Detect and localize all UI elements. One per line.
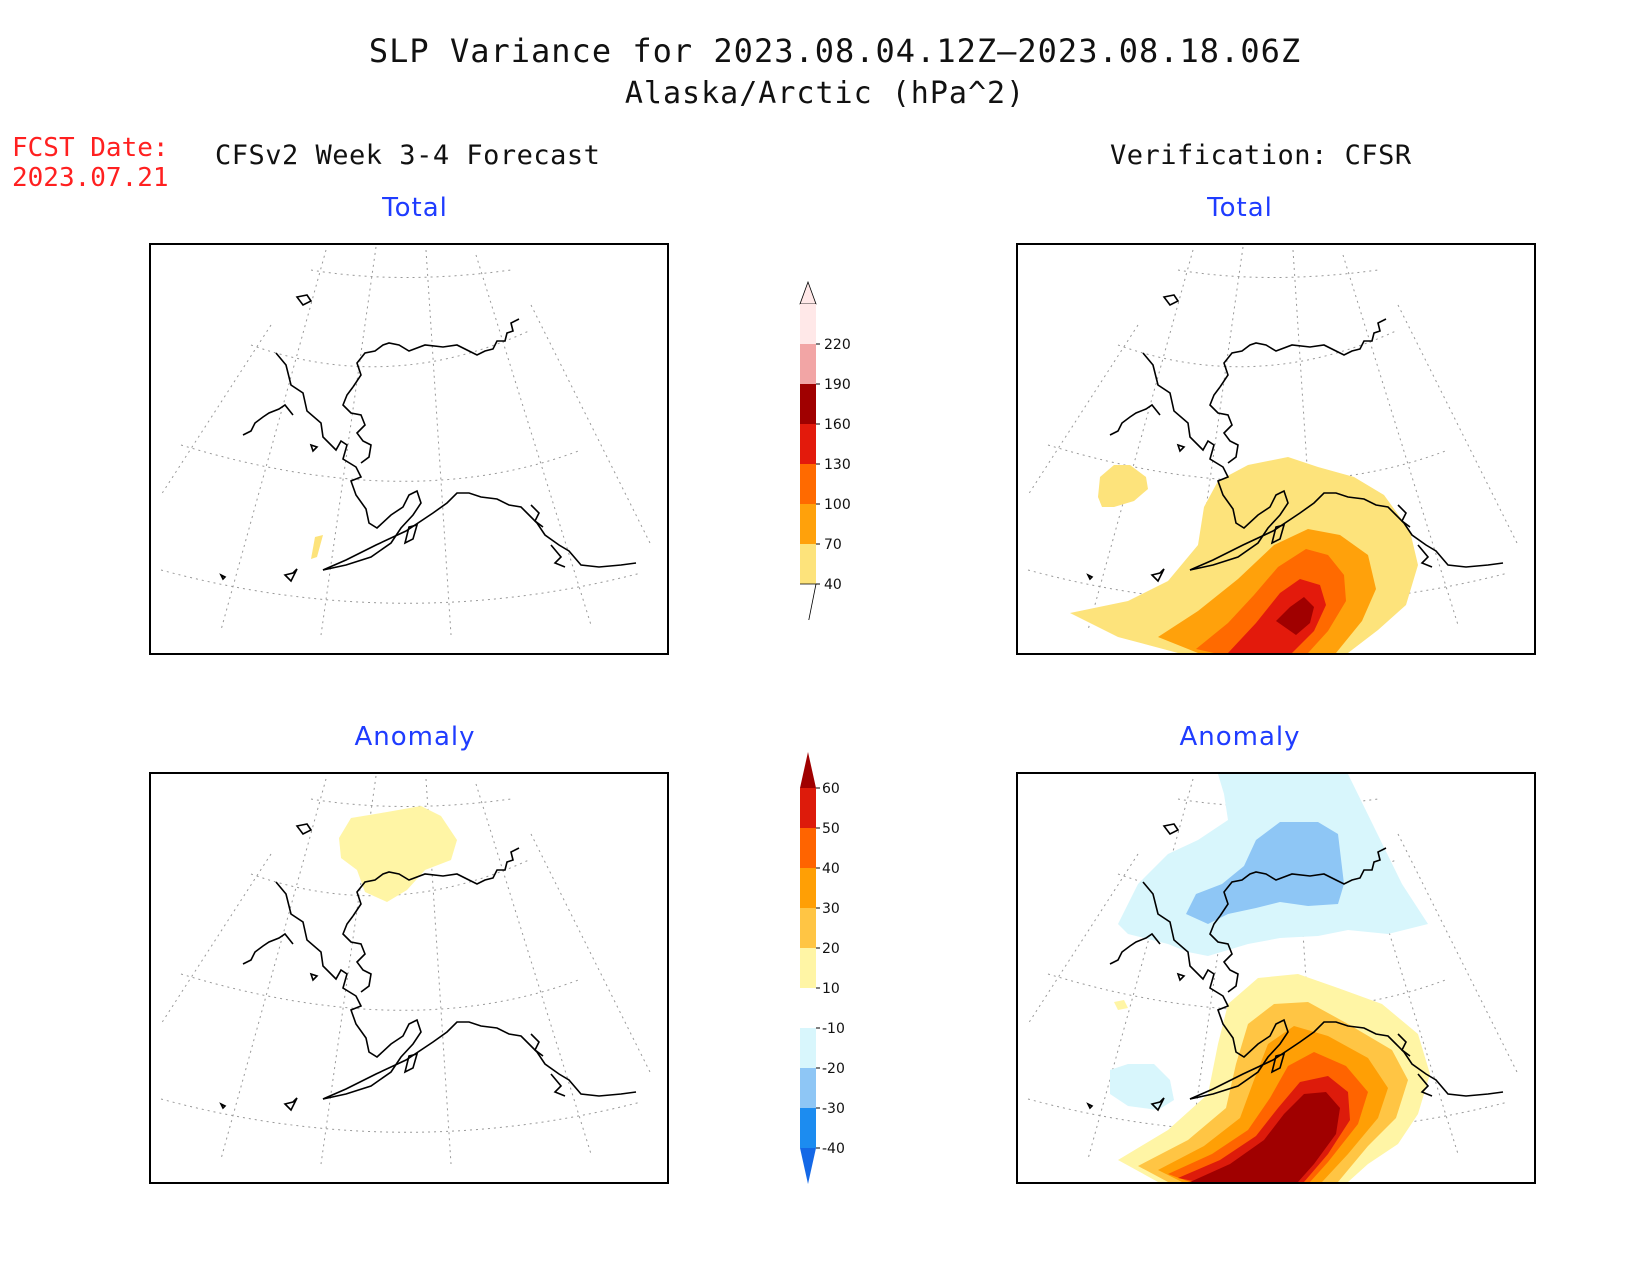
anomaly-colorbar-bin [800,948,816,988]
total-colorbar-tick-label: 100 [824,497,851,513]
anomaly-colorbar-tick-label: -30 [822,1101,845,1117]
fcst-date-label: FCST Date: [12,133,169,163]
anomaly-colorbar-bin [800,868,816,908]
total-colorbar-tick-label: 130 [824,457,851,473]
anomaly-colorbar-bin [800,1068,816,1108]
verification-total-label: Total [1207,193,1273,223]
anomaly-colorbar-top-end [800,752,816,788]
forecast-anomaly-label: Anomaly [354,722,476,752]
chart-title: SLP Variance for 2023.08.04.12Z—2023.08.… [368,32,1302,70]
forecast-total-map [149,243,669,655]
total-colorbar-bin [800,344,816,384]
total-colorbar-bottom-end [800,583,817,620]
anomaly-colorbar: -40 -30 -20 -10 10 20 30 40 50 60 [800,752,845,1184]
anomaly-colorbar-tick-label: 10 [822,981,840,997]
anomaly-colorbar-tick-label: 40 [822,861,840,877]
anomaly-colorbar-bin [800,908,816,948]
anomaly-colorbar-tick-label: 50 [822,821,840,837]
forecast-anomaly-map [149,772,669,1184]
anomaly-colorbar-bottom-end [800,1148,816,1184]
total-colorbar-bin [800,304,816,344]
forecast-total-label: Total [382,193,448,223]
verification-anomaly-label: Anomaly [1179,722,1301,752]
verification-column-heading: Verification: CFSR [1110,140,1412,171]
anomaly-colorbar-bin [800,988,816,1028]
fcst-date-value: 2023.07.21 [12,163,169,193]
anomaly-colorbar-tick-label: -20 [822,1061,845,1077]
forecast-total-contour-40 [311,535,323,559]
total-colorbar: 40 70 100 130 160 190 220 [799,280,851,620]
forecast-column-heading: CFSv2 Week 3-4 Forecast [215,140,601,171]
total-colorbar-tick-label: 190 [824,377,851,393]
anomaly-colorbar-tick-label: -40 [822,1141,845,1157]
verification-total-map [1016,243,1536,655]
total-colorbar-tick-label: 70 [824,537,842,553]
anomaly-colorbar-tick-label: 60 [822,781,840,797]
total-colorbar-bin [800,504,816,544]
anomaly-colorbar-bin [800,1108,816,1148]
chart-subtitle: Alaska/Arctic (hPa^2) [624,76,1026,111]
anomaly-colorbar-tick-label: -10 [822,1021,845,1037]
anomaly-colorbar-tick-label: 20 [822,941,840,957]
verification-total-contours [1070,457,1418,653]
total-colorbar-tick-label: 40 [824,577,842,593]
verification-anomaly-map [1016,772,1536,1184]
anomaly-colorbar-tick-label: 30 [822,901,840,917]
total-colorbar-bin [800,544,816,584]
forecast-anomaly-contour-10 [339,806,457,902]
total-colorbar-bin [800,464,816,504]
total-colorbar-tick-label: 160 [824,417,851,433]
total-colorbar-bin [800,384,816,424]
anomaly-colorbar-bin [800,828,816,868]
anomaly-colorbar-bin [800,1028,816,1068]
total-colorbar-top-end [799,280,817,305]
verification-anomaly-contours [1110,774,1430,1182]
anomaly-colorbar-bin [800,788,816,828]
total-colorbar-tick-label: 220 [824,337,851,353]
total-colorbar-bin [800,424,816,464]
